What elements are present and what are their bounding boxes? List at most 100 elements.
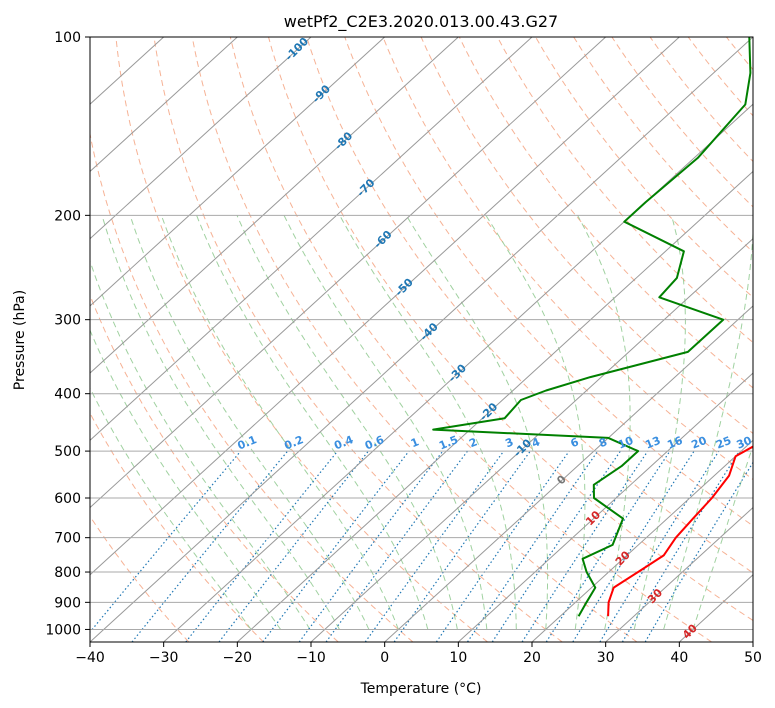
isotherm-line	[236, 170, 753, 642]
mixing-ratio-label: 13	[643, 434, 662, 452]
isotherm-line	[90, 37, 680, 576]
isotherm-line	[90, 37, 386, 307]
isotherm-line	[90, 37, 459, 374]
y-tick-label: 100	[54, 30, 81, 46]
dry-adiabat	[649, 37, 753, 163]
mixing-ratio-label: 20	[690, 434, 709, 452]
isotherm-line	[90, 37, 753, 642]
x-tick-label: 40	[670, 650, 688, 666]
x-tick-label: 30	[597, 650, 615, 666]
mixing-ratio-line	[621, 450, 740, 642]
sounding-traces	[432, 37, 753, 617]
temperature-trace	[607, 445, 753, 617]
x-axis-ticks: −40 −30 −20 −10 0 10 20 30 40 50	[75, 642, 762, 666]
dry-adiabat	[765, 37, 775, 642]
dry-adiabat	[573, 37, 753, 253]
isotherm-label: -100	[283, 35, 312, 64]
mixing-ratio-line	[185, 450, 339, 642]
mixing-ratio-line	[298, 450, 444, 642]
mixing-ratio-label: 1	[409, 435, 421, 450]
x-tick-label: −10	[296, 650, 326, 666]
x-axis-title: Temperature (°C)	[360, 681, 482, 697]
mixing-ratio-label: 0.6	[363, 433, 386, 452]
mixing-ratio-line	[491, 450, 621, 642]
dry-adiabat	[535, 37, 753, 298]
dry-adiabat	[382, 37, 753, 481]
y-tick-label: 300	[54, 313, 81, 329]
mixing-ratio-line	[435, 450, 570, 642]
y-tick-label: 900	[54, 595, 81, 611]
mixing-ratio-line	[262, 450, 410, 642]
isotherm-line	[90, 37, 533, 442]
y-tick-label: 800	[54, 565, 81, 581]
x-tick-label: −20	[223, 650, 253, 666]
isotherm-line	[90, 37, 607, 509]
mixing-ratio-label: 10	[616, 434, 635, 452]
mixing-ratio-line	[521, 450, 649, 642]
mixing-ratio-label: 36	[755, 434, 774, 452]
mixing-ratio-line	[572, 450, 695, 642]
dry-adiabat	[306, 37, 753, 574]
mixing-ratio-line	[466, 450, 599, 642]
mixing-ratio-label: 3	[503, 435, 515, 450]
y-tick-label: 200	[54, 208, 81, 224]
isotherm-line	[752, 641, 753, 642]
y-tick-label: 700	[54, 531, 81, 547]
mixing-ratio-line	[131, 450, 289, 642]
dry-adiabat	[90, 515, 190, 642]
dry-adiabat	[229, 37, 712, 642]
moist-adiabat	[236, 215, 458, 630]
dry-adiabat	[153, 37, 563, 642]
moist-adiabat	[101, 215, 340, 630]
dry-adiabat	[268, 37, 753, 622]
isotherm-line	[531, 439, 753, 642]
y-axis-ticks: 100 200 300 400 500 600 700 800 900 1000	[45, 30, 90, 638]
isotherm-line	[605, 506, 753, 642]
x-tick-label: −40	[75, 650, 105, 666]
y-tick-label: 500	[54, 444, 81, 460]
moist-adiabat	[663, 221, 753, 630]
mixing-ratio-line	[364, 450, 505, 642]
moist-adiabat	[283, 215, 488, 630]
dry-adiabat	[90, 412, 264, 642]
mixing-ratio-label: 16	[665, 434, 684, 452]
isotherm-line	[90, 37, 312, 240]
x-tick-label: 0	[380, 650, 389, 666]
dry-adiabat	[90, 131, 414, 642]
isotherm-line	[457, 372, 753, 642]
mixing-ratio-label: 1.5	[437, 433, 460, 452]
dry-adiabat	[496, 37, 753, 344]
isotherm-line	[310, 237, 753, 642]
x-tick-label: 20	[523, 650, 541, 666]
chart-title: wetPf2_C2E3.2020.013.00.43.G27	[284, 12, 558, 32]
y-tick-label: 400	[54, 387, 81, 403]
dry-adiabat	[344, 37, 753, 527]
mixing-ratio-line	[218, 450, 369, 642]
x-tick-label: −30	[149, 650, 179, 666]
dry-adiabat	[115, 37, 488, 642]
mixing-ratio-line	[90, 450, 242, 633]
y-tick-label: 1000	[45, 622, 81, 638]
moist-adiabat	[160, 215, 399, 630]
x-tick-label: 10	[449, 650, 467, 666]
mixing-ratio-label: 2	[467, 435, 479, 450]
mixing-ratio-line	[545, 450, 671, 642]
grid-lines	[90, 37, 753, 642]
x-tick-label: 50	[744, 650, 762, 666]
mixing-ratio-line	[325, 450, 468, 642]
isotherm-line	[384, 305, 753, 642]
mixing-ratio-label: 0.2	[282, 433, 305, 452]
mixing-ratio-label: 0.1	[236, 433, 259, 452]
dry-adiabat	[191, 37, 638, 642]
dewpoint-trace	[432, 37, 752, 617]
y-axis-title: Pressure (hPa)	[12, 290, 28, 390]
moist-adiabat	[692, 444, 753, 630]
isotherm-line	[90, 37, 238, 173]
dry-adiabat	[726, 37, 753, 71]
mixing-ratio-line	[599, 450, 720, 642]
mixing-ratio-label: 8	[597, 435, 609, 450]
mixing-ratio-label: 25	[714, 434, 733, 452]
y-tick-label: 600	[54, 491, 81, 507]
plot-frame	[89, 36, 754, 643]
